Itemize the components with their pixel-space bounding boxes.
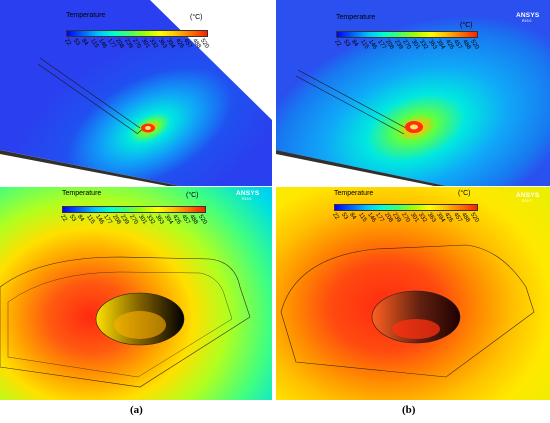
colorbar-tick-label: 84: [76, 214, 86, 223]
temperature-field-a-bottom: [0, 187, 272, 400]
brand-name: ANSYS: [236, 190, 260, 197]
brand-version: R19.0: [522, 199, 532, 203]
temperature-field-a-top: [0, 0, 272, 186]
legend-unit: (°C): [460, 22, 473, 29]
legend-unit: (°C): [190, 14, 203, 21]
legend-title: Temperature: [336, 14, 376, 21]
colorbar-ticks: 22 53 84 115 146 177 208 239 270 301 332 363 394 426 4…: [63, 38, 210, 64]
plot-panel-b-bottom: Temperature (°C) 22 53 84 115 146 177 208 239 27…: [276, 187, 550, 400]
brand-name: ANSYS: [516, 12, 540, 19]
temperature-colorbar: [334, 204, 478, 211]
brand-version: R19.0: [522, 19, 532, 23]
temperature-field-b-top: [276, 0, 550, 186]
legend-title: Temperature: [62, 190, 102, 197]
colorbar-tick-label: 53: [341, 39, 351, 48]
colorbar-tick-label: 84: [350, 39, 359, 48]
ansys-logo: ANSYS R19.0: [236, 15, 259, 26]
temperature-colorbar: [336, 31, 478, 38]
ansys-logo: ANSYS R19.0: [236, 190, 259, 201]
ansys-logo: ANSYS R19.0: [516, 12, 539, 23]
colorbar-tick-label: 84: [348, 212, 358, 221]
colorbar-tick-label: 53: [67, 214, 77, 223]
colorbar-ticks: 22 53 84 115 146 177 208 239 270 301 332 363 394 426 4…: [333, 39, 480, 65]
plot-panel-b-top: Temperature (°C) 22 53 84 115 146 177 208 239 27…: [276, 0, 550, 186]
colorbar-tick-label: 115: [84, 214, 96, 226]
colorbar-tick-label: 363: [425, 212, 437, 224]
temperature-colorbar: [66, 30, 208, 37]
colorbar-ticks: 22 53 84 115 146 177 208 239 270 301 332 363 394 426 4…: [59, 214, 208, 240]
brand-name: ANSYS: [236, 15, 260, 22]
legend-title: Temperature: [334, 190, 374, 197]
legend-unit: (°C): [186, 192, 199, 199]
colorbar-tick-label: 53: [339, 212, 349, 221]
plot-panel-a-top: Temperature (°C) 22 53 84 115 146 177 208 239 27…: [0, 0, 272, 186]
temperature-field-b-bottom: [276, 187, 550, 400]
temperature-colorbar: [62, 206, 206, 213]
colorbar-tick-label: 53: [71, 38, 81, 47]
caption-a: (a): [130, 404, 143, 416]
colorbar-tick-label: 363: [153, 214, 165, 226]
legend-unit: (°C): [458, 190, 471, 197]
brand-version: R19.0: [242, 22, 252, 26]
brand-name: ANSYS: [516, 192, 540, 199]
colorbar-tick-label: 115: [356, 212, 368, 224]
plot-panel-a-bottom: Temperature (°C) 22 53 84 115 146 177 208 239 27…: [0, 187, 272, 400]
colorbar-tick-label: 84: [80, 38, 89, 47]
legend-title: Temperature: [66, 12, 106, 19]
ansys-logo: ANSYS R19.0: [516, 192, 539, 203]
caption-b: (b): [402, 404, 416, 416]
brand-version: R19.0: [242, 197, 252, 201]
colorbar-ticks: 22 53 84 115 146 177 208 239 270 301 332 363 394 426 4…: [331, 212, 480, 238]
